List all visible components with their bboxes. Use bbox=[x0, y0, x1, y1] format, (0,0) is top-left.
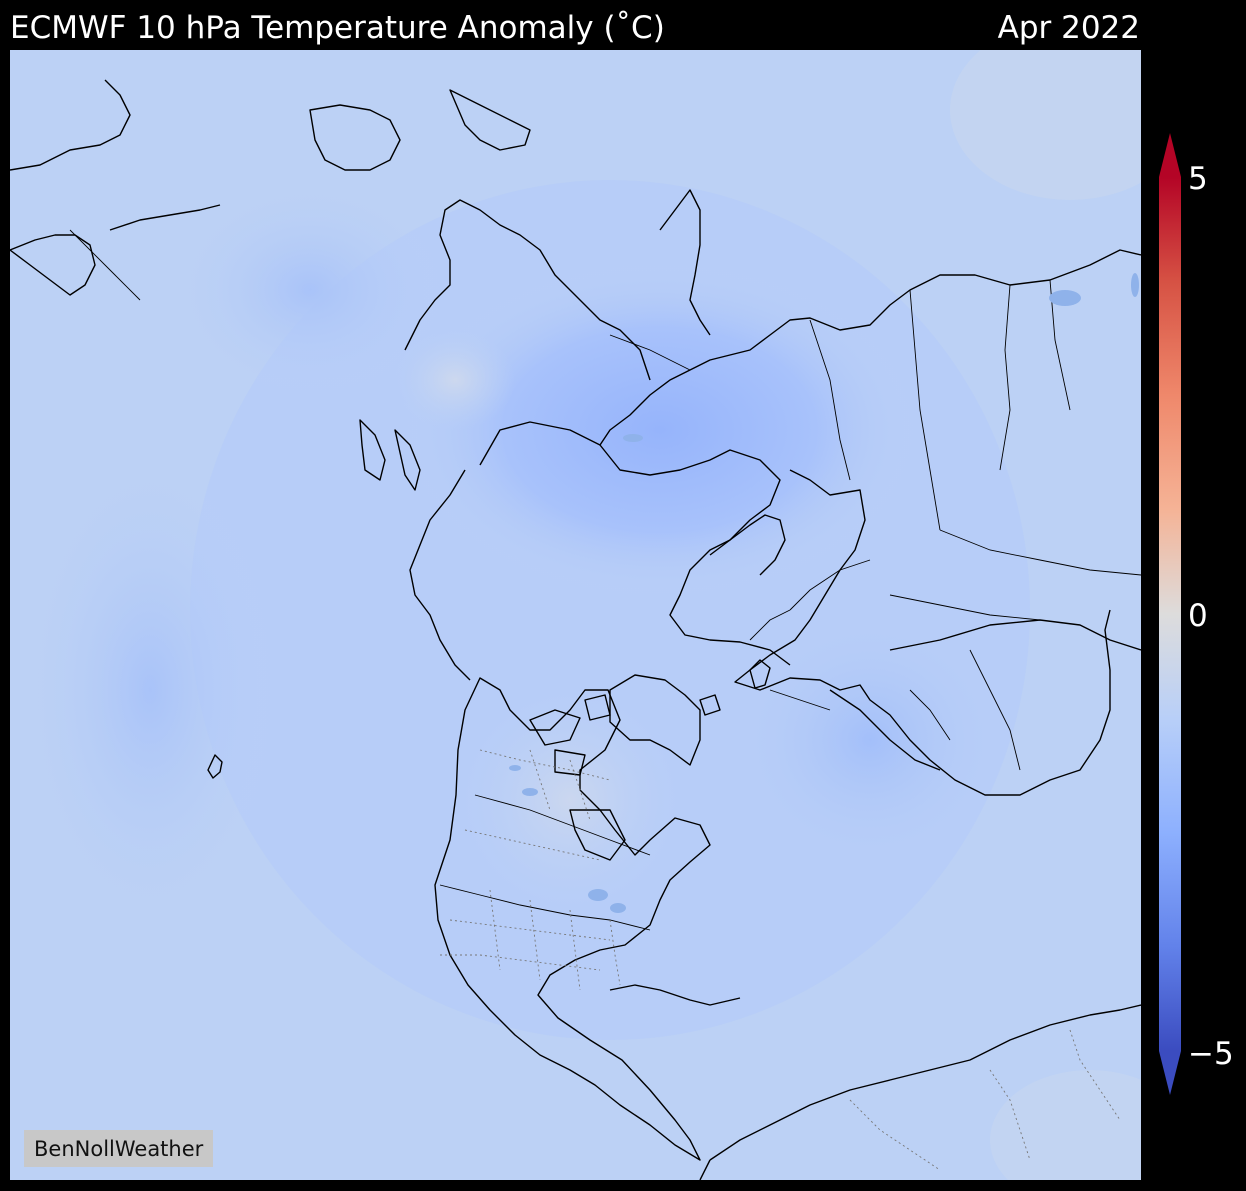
eurasia-coast bbox=[479, 249, 1141, 466]
colorbar-tick-zero: 0 bbox=[1188, 598, 1208, 634]
asia-north-upper bbox=[404, 199, 651, 381]
eurasia-interior-1 bbox=[599, 444, 791, 666]
scandinavia-coast bbox=[709, 514, 786, 576]
uk-coast bbox=[749, 659, 771, 689]
colorbar-tick-min: −5 bbox=[1188, 1036, 1234, 1072]
alaska-coast bbox=[10, 79, 131, 171]
colorbar-tick-max: 5 bbox=[1188, 161, 1208, 197]
lakes bbox=[509, 273, 1139, 913]
colorbar bbox=[1159, 133, 1181, 1095]
coastlines bbox=[10, 79, 1141, 1180]
caribbean-islands bbox=[609, 984, 741, 1006]
africa-coast bbox=[829, 689, 941, 771]
south-america-interior bbox=[699, 1159, 711, 1180]
watermark-label: BenNollWeather bbox=[24, 1130, 214, 1167]
asia-far-north bbox=[309, 104, 401, 171]
asia-siberia bbox=[449, 89, 531, 151]
south-america-coast bbox=[709, 1004, 1141, 1161]
anomaly-map bbox=[10, 50, 1141, 1180]
east-asia-coast bbox=[409, 469, 471, 681]
colorbar-ramp bbox=[1159, 133, 1181, 1095]
north-america-coast bbox=[434, 677, 711, 1161]
aleutians bbox=[109, 204, 221, 231]
arctic-islands bbox=[529, 694, 611, 776]
europe-coast bbox=[734, 469, 1111, 796]
asia-northeast bbox=[659, 189, 711, 336]
greenland-coast bbox=[609, 674, 701, 766]
iceland-coast bbox=[699, 694, 721, 716]
alaska-southwest bbox=[10, 234, 96, 296]
borders bbox=[69, 229, 1141, 931]
hawaii-islands bbox=[207, 754, 223, 779]
state-borders bbox=[440, 749, 1121, 1171]
map-date: Apr 2022 bbox=[997, 10, 1140, 46]
hudson-bay bbox=[569, 809, 626, 861]
map-panel: BenNollWeather bbox=[10, 50, 1141, 1180]
map-title: ECMWF 10 hPa Temperature Anomaly (˚C) bbox=[10, 10, 665, 46]
anomaly-field bbox=[10, 50, 1141, 1180]
japan-coast bbox=[359, 419, 421, 491]
